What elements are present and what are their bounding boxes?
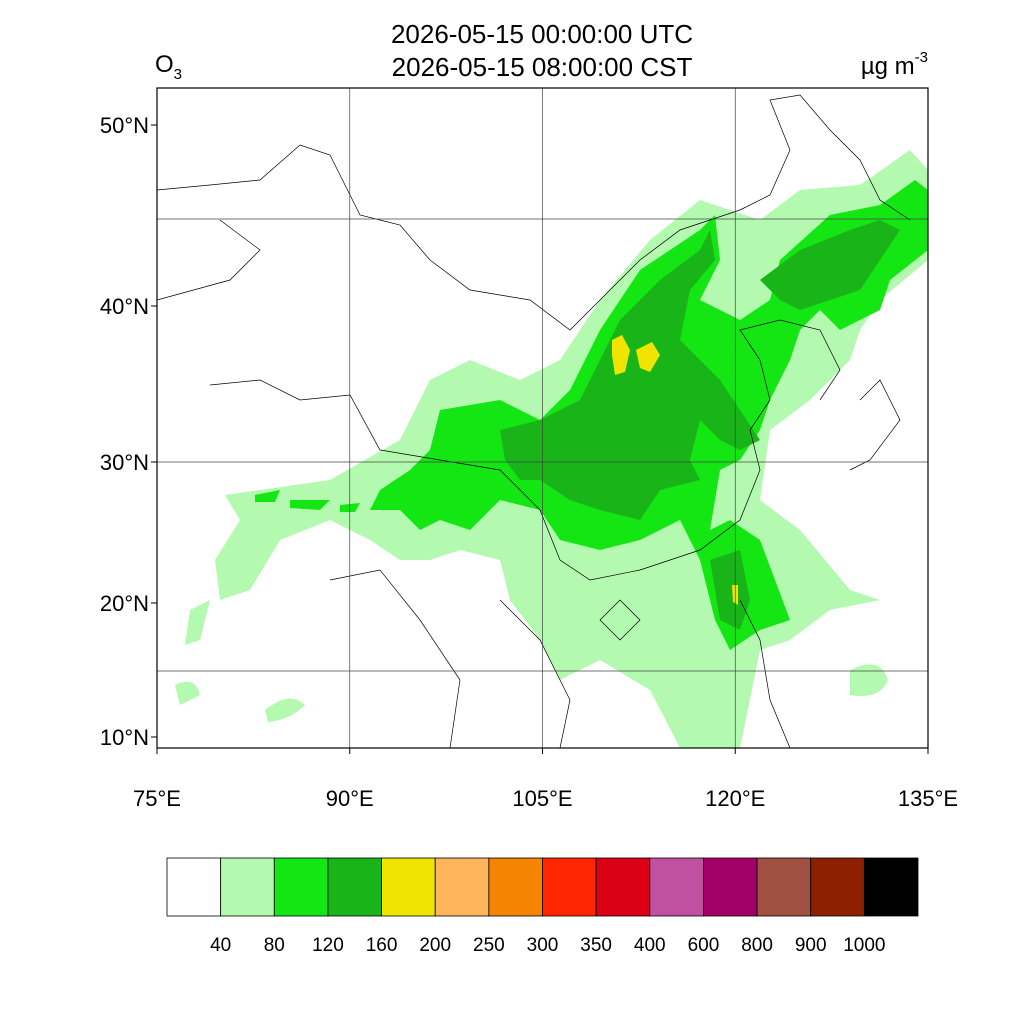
colorbar-label: 900: [795, 935, 827, 956]
color-box: [863, 857, 919, 917]
colorbar-label: 800: [741, 935, 773, 956]
colorbar-label: 200: [419, 935, 451, 956]
color-box: [220, 857, 275, 917]
colorbar-label: 1000: [843, 935, 885, 956]
lat-tick-label: 20°N: [100, 591, 149, 616]
lon-tick-label: 90°E: [326, 786, 374, 811]
color-box: [810, 857, 865, 917]
colorbar-label: 300: [527, 935, 559, 956]
color-box: [756, 857, 812, 917]
boundary: [329, 379, 901, 748]
color-box: [166, 857, 222, 917]
colorbar-label: 40: [210, 935, 231, 956]
colorbar-label: 120: [312, 935, 344, 956]
boundaries: [157, 94, 911, 748]
lat-tick-label: 10°N: [100, 725, 149, 750]
o3-region: [710, 220, 900, 630]
lat-tick-label: 50°N: [100, 113, 149, 138]
field: [175, 150, 928, 748]
color-box: [327, 857, 382, 917]
colorbar-label: 250: [473, 935, 505, 956]
colorbar-label: 350: [580, 935, 612, 956]
lon-tick-label: 135°E: [898, 786, 958, 811]
colorbar-label: 80: [264, 935, 285, 956]
lat-tick-label: 40°N: [100, 294, 149, 319]
color-box: [595, 857, 651, 917]
color-box: [649, 857, 704, 917]
boundary: [157, 219, 841, 581]
o3-region: [612, 335, 738, 605]
title-line: 2026-05-15 08:00:00 CST: [392, 52, 693, 82]
title-line: 2026-05-15 00:00:00 UTC: [391, 19, 693, 49]
boundary: [157, 94, 911, 331]
color-box: [381, 857, 436, 917]
graticule: [157, 88, 928, 748]
colorbar-label: 160: [366, 935, 398, 956]
color-box: [542, 857, 597, 917]
colorbar-label: 400: [634, 935, 666, 956]
lon-tick-label: 105°E: [512, 786, 572, 811]
lat-tick-label: 30°N: [100, 450, 149, 475]
color-box: [703, 857, 758, 917]
variable-subscript: 3: [174, 66, 182, 83]
color-box: [273, 857, 329, 917]
color-box: [488, 857, 543, 917]
colorbar-label: 600: [688, 935, 720, 956]
lon-tick-label: 75°E: [133, 786, 181, 811]
units-label: µg m-3: [861, 49, 928, 80]
o3-region: [255, 490, 360, 512]
variable-base: O: [155, 51, 174, 78]
units-superscript: -3: [915, 49, 928, 66]
variable-label: O3: [155, 51, 182, 83]
color-box: [434, 857, 490, 917]
o3-region: [500, 230, 760, 520]
lon-tick-label: 120°E: [705, 786, 765, 811]
units-base: µg m: [861, 53, 915, 80]
